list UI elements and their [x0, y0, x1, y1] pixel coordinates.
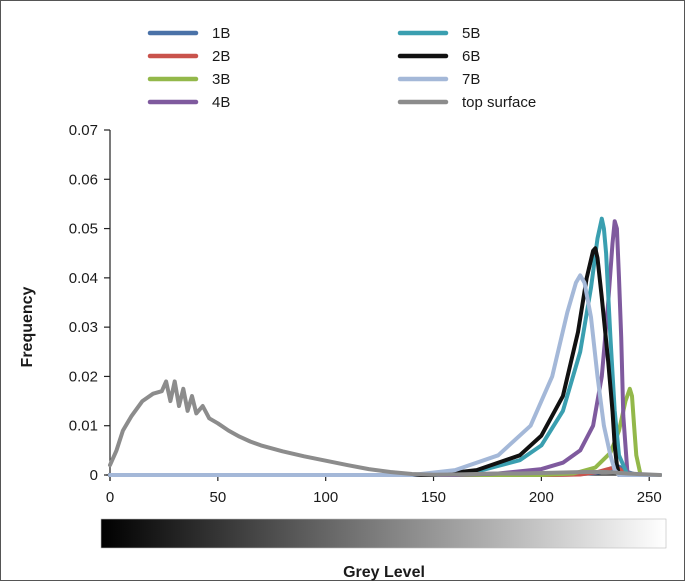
- series-line-4b: [108, 219, 662, 477]
- x-axis-label: Grey Level: [343, 564, 425, 581]
- legend-label-4b: 4B: [212, 94, 230, 111]
- y-tick-label: 0: [90, 467, 98, 484]
- y-tick-label: 0.05: [69, 221, 98, 238]
- series-line-top-surface: [108, 379, 662, 477]
- x-tick-label: 0: [106, 489, 114, 506]
- y-tick-label: 0.02: [69, 368, 98, 385]
- legend-label-2b: 2B: [212, 48, 230, 65]
- y-tick-label: 0.07: [69, 122, 98, 139]
- series-lines: [108, 216, 662, 477]
- y-tick-label: 0.03: [69, 319, 98, 336]
- legend-label-7b: 7B: [462, 71, 480, 88]
- x-tick-label: 150: [421, 489, 446, 506]
- y-tick-label: 0.04: [69, 270, 98, 287]
- x-tick-label: 50: [209, 489, 226, 506]
- legend-label-top-surface: top surface: [462, 94, 536, 111]
- x-tick-label: 100: [313, 489, 338, 506]
- series-line-7b: [108, 273, 662, 477]
- y-tick-label: 0.01: [69, 418, 98, 435]
- series-line-6b: [108, 246, 662, 477]
- series-line-5b: [108, 216, 662, 477]
- x-tick-label: 200: [529, 489, 554, 506]
- grey-level-colorbar: [100, 518, 667, 549]
- y-axis-label: Frequency: [19, 286, 36, 367]
- y-tick-label: 0.06: [69, 171, 98, 188]
- x-tick-label: 250: [637, 489, 662, 506]
- legend: 1B 2B 3B 4B 5B 6B 7B top surface: [147, 25, 536, 111]
- legend-label-3b: 3B: [212, 71, 230, 88]
- legend-label-5b: 5B: [462, 25, 480, 42]
- legend-label-6b: 6B: [462, 48, 480, 65]
- axes: 0 0.01 0.02 0.03 0.04 0.05 0.06 0.07 0 50 100 150 20…: [69, 122, 662, 506]
- legend-label-1b: 1B: [212, 25, 230, 42]
